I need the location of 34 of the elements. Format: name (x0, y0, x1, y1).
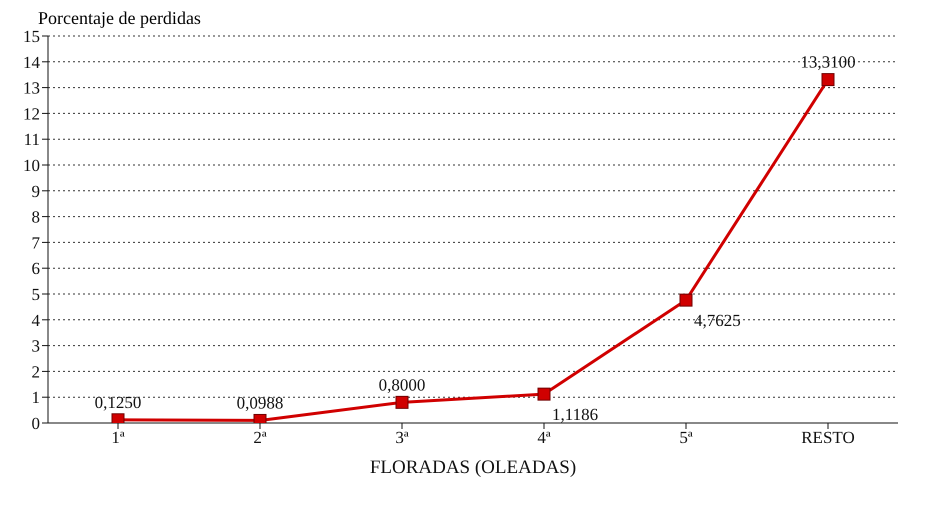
y-tick-label: 5 (32, 285, 40, 304)
y-tick-label: 8 (32, 208, 40, 227)
point (822, 73, 834, 86)
point (396, 396, 408, 409)
x-axis-title: FLORADAS (OLEADAS) (370, 457, 576, 478)
y-axis-title: Porcentaje de perdidas (38, 8, 201, 29)
y-tick-label: 13 (23, 78, 40, 98)
x-tick-label: 1ª (111, 428, 125, 448)
y-tick-label: 12 (23, 104, 40, 124)
y-tick-label: 7 (32, 233, 40, 252)
y-tick-label: 2 (32, 362, 40, 382)
y-tick-label: 15 (23, 27, 40, 46)
point (680, 294, 692, 307)
data-label: 0,8000 (378, 375, 426, 394)
x-tick-label: 4ª (537, 428, 551, 448)
y-tick-label: 4 (32, 310, 40, 330)
x-tick-label: 3ª (395, 428, 409, 448)
y-tick-label: 9 (32, 182, 40, 201)
data-label: 4,7625 (694, 311, 741, 330)
y-tick-label: 10 (23, 156, 40, 176)
y-tick-label: 3 (32, 336, 40, 356)
x-tick-label: 5ª (679, 428, 693, 448)
y-tick-label: 11 (24, 130, 40, 150)
data-label: 0,0988 (236, 393, 284, 412)
data-label: 1,1186 (552, 405, 598, 424)
data-label: 13,3100 (800, 52, 856, 72)
y-tick-label: 0 (32, 414, 40, 434)
point (538, 388, 550, 401)
x-tick-label: 2ª (253, 428, 267, 448)
y-tick-label: 14 (23, 52, 40, 72)
data-label: 0,1250 (94, 392, 142, 412)
y-tick-label: 1 (32, 388, 40, 408)
x-tick-label: RESTO (801, 428, 855, 448)
y-tick-label: 6 (32, 259, 40, 278)
